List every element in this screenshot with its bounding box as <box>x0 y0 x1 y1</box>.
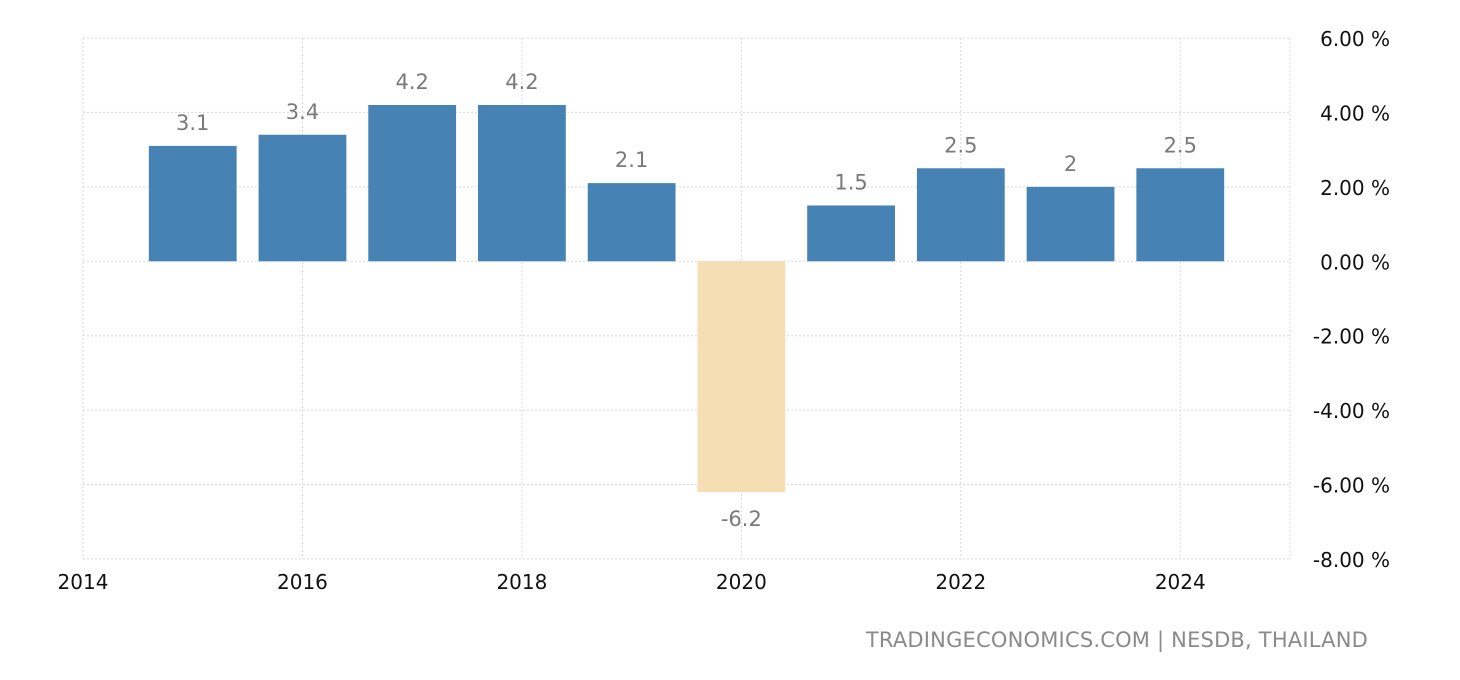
bar <box>807 205 895 262</box>
bar-value-label: -6.2 <box>721 507 762 531</box>
bar-value-label: 2 <box>1064 152 1077 176</box>
y-tick-label: 6.00 % <box>1320 27 1390 51</box>
bar <box>697 261 786 493</box>
y-tick-label: 2.00 % <box>1320 176 1390 200</box>
y-tick-label: -8.00 % <box>1313 548 1390 572</box>
bar <box>1136 168 1225 262</box>
bar-value-label: 2.5 <box>1164 133 1197 157</box>
x-tick-label: 2018 <box>496 570 547 594</box>
bar-value-label: 4.2 <box>505 70 538 94</box>
bar-value-label: 4.2 <box>395 70 428 94</box>
x-tick-label: 2014 <box>58 570 109 594</box>
bar <box>478 104 566 262</box>
y-tick-label: -4.00 % <box>1313 399 1390 423</box>
bar <box>368 104 457 262</box>
y-tick-label: -2.00 % <box>1313 325 1390 349</box>
bar <box>916 168 1005 262</box>
bar <box>1026 186 1115 262</box>
x-tick-label: 2024 <box>1155 570 1206 594</box>
bar-value-label: 3.1 <box>176 111 209 135</box>
x-tick-label: 2022 <box>935 570 986 594</box>
bar <box>587 183 676 262</box>
source-credit: TRADINGECONOMICS.COM | NESDB, THAILAND <box>865 628 1368 652</box>
bar <box>148 145 237 262</box>
x-tick-label: 2020 <box>716 570 767 594</box>
y-tick-label: 4.00 % <box>1320 101 1390 125</box>
bar <box>258 134 347 262</box>
bar-value-label: 1.5 <box>834 170 867 194</box>
y-tick-label: 0.00 % <box>1320 250 1390 274</box>
y-tick-label: -6.00 % <box>1313 474 1390 498</box>
x-tick-label: 2016 <box>277 570 328 594</box>
bar-value-label: 3.4 <box>286 100 319 124</box>
bar-value-label: 2.1 <box>615 148 648 172</box>
bar-value-label: 2.5 <box>944 133 977 157</box>
